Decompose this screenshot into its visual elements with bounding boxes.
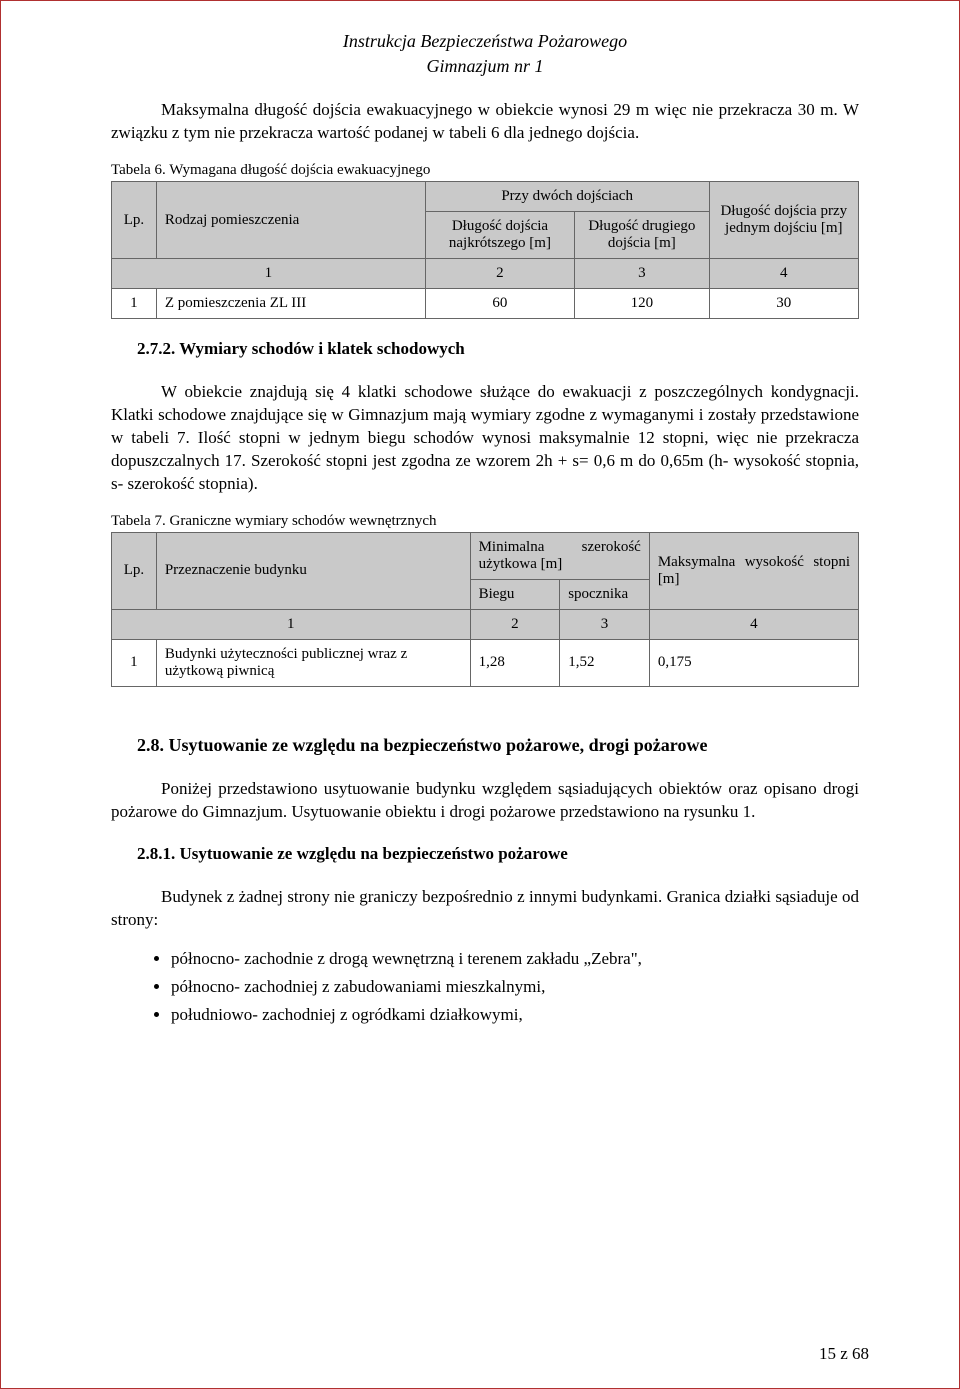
- table7-number-row: 1 2 3 4: [112, 609, 859, 639]
- table7-row0-idx: 1: [112, 639, 157, 686]
- page: Instrukcja Bezpieczeństwa Pożarowego Gim…: [0, 0, 960, 1389]
- paragraph-2-7-2: W obiekcie znajdują się 4 klatki schodow…: [111, 381, 859, 496]
- table6-num-2: 2: [425, 259, 574, 289]
- paragraph-2-8-1: Budynek z żadnej strony nie graniczy bez…: [111, 886, 859, 932]
- page-header-title: Instrukcja Bezpieczeństwa Pożarowego: [111, 29, 859, 54]
- table6-row0-b: 120: [575, 289, 709, 319]
- table6-col-group: Przy dwóch dojściach: [425, 182, 709, 212]
- page-number: 15 z 68: [819, 1344, 869, 1364]
- table6-col-jeden: Długość dojścia przy jednym dojściu [m]: [709, 182, 858, 259]
- table6-row0-c: 30: [709, 289, 858, 319]
- table6-row0-label: Z pomieszczenia ZL III: [156, 289, 425, 319]
- table7-col-przezn: Przeznaczenie budynku: [156, 532, 470, 609]
- table7-row0-label: Budynki użyteczności publicznej wraz z u…: [156, 639, 470, 686]
- table7-col-biegu: Biegu: [470, 579, 560, 609]
- page-header-subtitle: Gimnazjum nr 1: [111, 56, 859, 77]
- list-item: południowo- zachodniej z ogródkami dział…: [171, 1005, 859, 1025]
- table7: Lp. Przeznaczenie budynku Minimalna szer…: [111, 532, 859, 687]
- table7-num-2: 2: [470, 609, 560, 639]
- heading-2-8-1: 2.8.1. Usytuowanie ze względu na bezpiec…: [137, 844, 859, 864]
- table7-row0-a: 1,28: [470, 639, 560, 686]
- table7-num-4: 4: [649, 609, 858, 639]
- paragraph-2-8: Poniżej przedstawiono usytuowanie budynk…: [111, 778, 859, 824]
- table6: Lp. Rodzaj pomieszczenia Przy dwóch dojś…: [111, 181, 859, 319]
- table6-number-row: 1 2 3 4: [112, 259, 859, 289]
- list-item: północno- zachodniej z zabudowaniami mie…: [171, 977, 859, 997]
- table7-num-1: 1: [112, 609, 471, 639]
- table7-col-lp: Lp.: [112, 532, 157, 609]
- table-row: 1 Z pomieszczenia ZL III 60 120 30: [112, 289, 859, 319]
- list-item: północno- zachodnie z drogą wewnętrzną i…: [171, 949, 859, 969]
- table6-col-rodzaj: Rodzaj pomieszczenia: [156, 182, 425, 259]
- table6-row0-a: 60: [425, 289, 574, 319]
- table6-col-lp: Lp.: [112, 182, 157, 259]
- table6-col-najkr: Długość dojścia najkrótszego [m]: [425, 212, 574, 259]
- heading-2-7-2: 2.7.2. Wymiary schodów i klatek schodowy…: [137, 339, 859, 359]
- table7-row0-c: 0,175: [649, 639, 858, 686]
- table7-caption: Tabela 7. Graniczne wymiary schodów wewn…: [111, 513, 859, 530]
- table7-col-spocz: spocznika: [560, 579, 650, 609]
- table6-num-4: 4: [709, 259, 858, 289]
- paragraph-intro: Maksymalna długość dojścia ewakuacyjnego…: [111, 99, 859, 145]
- table6-col-drug: Długość drugiego dojścia [m]: [575, 212, 709, 259]
- table6-caption: Tabela 6. Wymagana długość dojścia ewaku…: [111, 162, 859, 179]
- table6-num-3: 3: [575, 259, 709, 289]
- heading-2-8: 2.8. Usytuowanie ze względu na bezpiecze…: [137, 735, 859, 756]
- table7-num-3: 3: [560, 609, 650, 639]
- table7-col-max: Maksymalna wysokość stopni [m]: [649, 532, 858, 609]
- table6-num-1: 1: [112, 259, 426, 289]
- table6-row0-idx: 1: [112, 289, 157, 319]
- table-row: 1 Budynki użyteczności publicznej wraz z…: [112, 639, 859, 686]
- table7-row0-b: 1,52: [560, 639, 650, 686]
- bullet-list: północno- zachodnie z drogą wewnętrzną i…: [111, 949, 859, 1025]
- table7-col-min: Minimalna szerokość użytkowa [m]: [470, 532, 649, 579]
